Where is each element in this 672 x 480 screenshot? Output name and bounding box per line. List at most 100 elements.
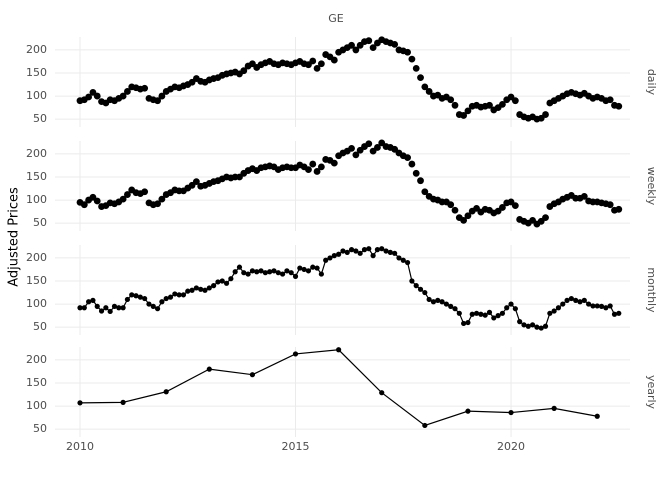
point	[508, 301, 514, 307]
point	[525, 323, 531, 329]
point	[379, 246, 385, 252]
facet-label: monthly	[645, 267, 658, 313]
point	[249, 372, 256, 378]
point	[211, 283, 217, 289]
point	[365, 37, 373, 45]
point	[94, 303, 100, 309]
point	[258, 268, 264, 274]
point	[511, 202, 519, 210]
point	[499, 204, 506, 211]
point	[616, 310, 622, 316]
point	[223, 280, 230, 286]
y-tick-label: 200	[26, 353, 47, 366]
point	[85, 93, 93, 101]
point	[499, 310, 506, 316]
point	[383, 248, 389, 254]
point	[512, 306, 518, 312]
point	[77, 400, 83, 406]
point	[348, 41, 355, 49]
point	[254, 269, 260, 275]
point	[590, 303, 596, 309]
point	[421, 83, 429, 91]
point	[517, 319, 523, 325]
point	[387, 249, 393, 255]
point	[366, 246, 372, 252]
point	[607, 303, 613, 309]
point	[555, 305, 562, 311]
point	[460, 112, 468, 119]
y-tick-label: 100	[26, 297, 47, 310]
point	[400, 257, 406, 263]
y-tick-label: 100	[26, 89, 47, 102]
point	[421, 188, 429, 196]
point	[508, 409, 514, 416]
point	[482, 312, 488, 318]
point	[267, 269, 273, 275]
point	[198, 286, 204, 292]
point	[369, 44, 377, 52]
point	[180, 292, 187, 298]
point	[447, 201, 455, 209]
point	[504, 305, 510, 311]
y-tick-label: 100	[26, 399, 47, 412]
point	[189, 287, 195, 293]
y-tick-label: 50	[33, 422, 47, 435]
point	[327, 255, 333, 261]
point	[404, 48, 411, 56]
point	[284, 268, 290, 274]
point	[511, 97, 519, 105]
point	[323, 257, 329, 263]
point	[404, 259, 411, 266]
point	[331, 253, 337, 259]
point	[499, 100, 506, 108]
point	[469, 311, 475, 317]
facet-label: weekly	[645, 167, 658, 206]
point	[465, 408, 471, 414]
point	[336, 347, 342, 353]
point	[542, 323, 549, 329]
point	[443, 301, 449, 307]
point	[314, 265, 320, 271]
point	[154, 200, 161, 208]
point	[275, 270, 281, 276]
point	[391, 40, 399, 48]
point	[158, 195, 166, 203]
point	[116, 305, 122, 311]
point	[465, 319, 471, 326]
point	[521, 322, 527, 328]
point	[451, 206, 459, 214]
point	[580, 192, 588, 200]
point	[215, 279, 221, 285]
point	[141, 188, 149, 196]
y-tick-label: 100	[26, 193, 47, 206]
point	[154, 306, 161, 312]
point	[370, 253, 376, 259]
chart-title: GE	[328, 12, 344, 25]
point	[598, 303, 605, 309]
point	[615, 205, 623, 213]
point	[206, 285, 212, 291]
x-tick-label: 2010	[66, 440, 94, 453]
point	[451, 101, 459, 109]
point	[305, 166, 312, 174]
point	[478, 311, 484, 317]
y-tick-label: 150	[26, 376, 47, 389]
point	[379, 390, 385, 396]
point	[551, 308, 557, 314]
point	[606, 96, 614, 104]
point	[425, 88, 433, 95]
point	[313, 168, 321, 175]
point	[417, 74, 424, 82]
point	[448, 303, 454, 309]
point	[86, 299, 92, 305]
point	[185, 288, 191, 294]
point	[340, 248, 346, 254]
y-tick-label: 50	[33, 320, 47, 333]
point	[486, 101, 493, 109]
point	[412, 64, 420, 72]
y-tick-label: 150	[26, 274, 47, 287]
point	[564, 297, 570, 303]
point	[103, 305, 109, 311]
point	[330, 159, 338, 167]
point	[452, 306, 458, 312]
